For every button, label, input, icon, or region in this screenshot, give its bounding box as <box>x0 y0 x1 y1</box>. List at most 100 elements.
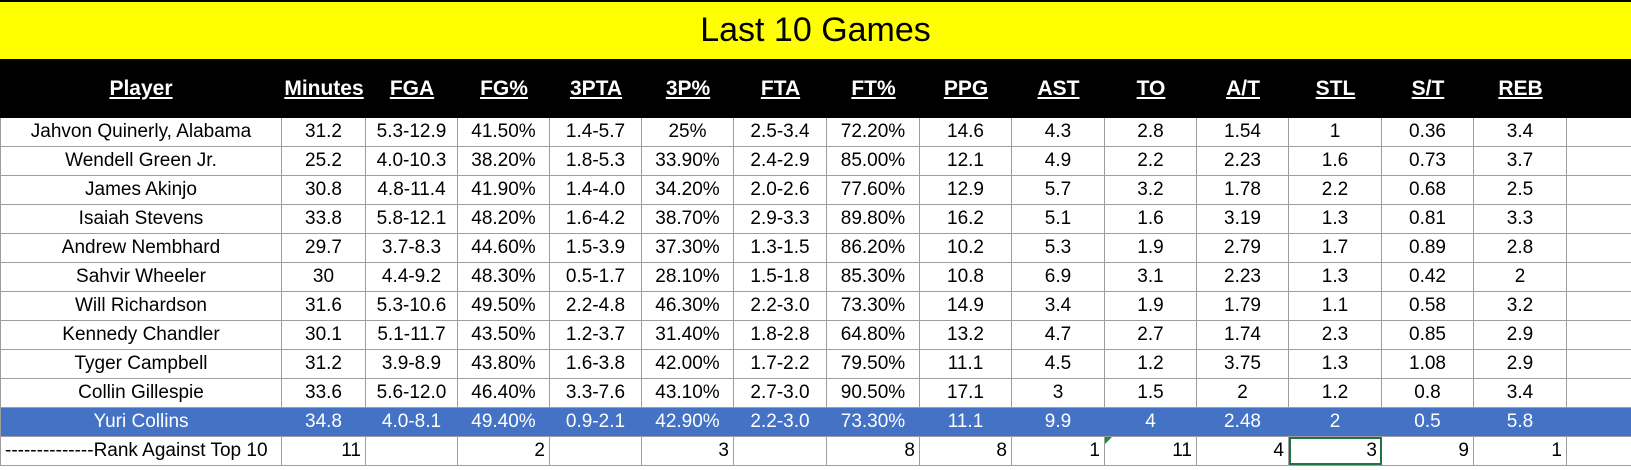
stat-cell[interactable]: 1.7 <box>1289 234 1382 262</box>
stat-cell[interactable]: 0.9-2.1 <box>550 408 642 436</box>
stat-cell[interactable]: 1.2 <box>1105 350 1197 378</box>
stat-cell[interactable]: 1.79 <box>1197 292 1289 320</box>
column-header-player[interactable]: Player <box>109 77 173 100</box>
rank-cell[interactable]: 1 <box>1474 437 1567 465</box>
stat-cell[interactable]: 46.30% <box>642 292 734 320</box>
stat-cell[interactable]: 48.30% <box>458 263 550 291</box>
stat-cell[interactable]: 1.4-5.7 <box>550 118 642 146</box>
stat-cell[interactable]: 2.8 <box>1105 118 1197 146</box>
stat-cell[interactable]: 33.90% <box>642 147 734 175</box>
stat-cell[interactable]: 38.70% <box>642 205 734 233</box>
stat-cell[interactable]: 0.73 <box>1382 147 1474 175</box>
stat-cell[interactable]: 3.19 <box>1197 205 1289 233</box>
column-header-3p-[interactable]: 3P% <box>665 77 711 100</box>
stat-cell[interactable]: 1.6 <box>1289 147 1382 175</box>
column-header-fg-[interactable]: FG% <box>480 77 528 100</box>
stat-cell[interactable]: 44.60% <box>458 234 550 262</box>
stat-cell[interactable]: 46.40% <box>458 379 550 407</box>
stat-cell[interactable]: 30 <box>282 263 366 291</box>
rank-cell[interactable]: 1 <box>1012 437 1105 465</box>
stat-cell[interactable]: 5.7 <box>1012 176 1105 204</box>
stat-cell[interactable]: 38.20% <box>458 147 550 175</box>
stat-cell[interactable]: 5.8-12.1 <box>366 205 458 233</box>
player-name-cell[interactable]: Wendell Green Jr. <box>0 147 282 175</box>
stat-cell[interactable]: 1.5-3.9 <box>550 234 642 262</box>
stat-cell[interactable]: 4.4-9.2 <box>366 263 458 291</box>
stat-cell[interactable]: 1.3 <box>1289 350 1382 378</box>
stat-cell[interactable]: 2.7 <box>1105 321 1197 349</box>
stat-cell[interactable]: 86.20% <box>827 234 920 262</box>
stat-cell[interactable]: 85.30% <box>827 263 920 291</box>
player-name-cell[interactable]: Isaiah Stevens <box>0 205 282 233</box>
stat-cell[interactable]: 0.68 <box>1382 176 1474 204</box>
stat-cell[interactable]: 1.7-2.2 <box>734 350 827 378</box>
stat-cell[interactable]: 1.6-3.8 <box>550 350 642 378</box>
stat-cell[interactable]: 3.2 <box>1105 176 1197 204</box>
stat-cell[interactable]: 1.54 <box>1197 118 1289 146</box>
stat-cell[interactable]: 3.3 <box>1474 205 1567 233</box>
stat-cell[interactable]: 5.1-11.7 <box>366 321 458 349</box>
stat-cell[interactable]: 5.8 <box>1474 408 1567 436</box>
stat-cell[interactable]: 2.23 <box>1197 263 1289 291</box>
rank-cell[interactable]: 11 <box>1105 437 1197 465</box>
stat-cell[interactable]: 2.79 <box>1197 234 1289 262</box>
stat-cell[interactable]: 37.30% <box>642 234 734 262</box>
column-header-s-t[interactable]: S/T <box>1411 77 1445 100</box>
column-header-3pta[interactable]: 3PTA <box>569 77 623 100</box>
stat-cell[interactable]: 2.0-2.6 <box>734 176 827 204</box>
stat-cell[interactable]: 5.3 <box>1012 234 1105 262</box>
stat-cell[interactable]: 2.9 <box>1474 350 1567 378</box>
player-name-cell[interactable]: Sahvir Wheeler <box>0 263 282 291</box>
stat-cell[interactable]: 2.5-3.4 <box>734 118 827 146</box>
stat-cell[interactable]: 12.1 <box>920 147 1012 175</box>
column-header-minutes[interactable]: Minutes <box>284 77 364 100</box>
stat-cell[interactable]: 2 <box>1474 263 1567 291</box>
stat-cell[interactable]: 2.48 <box>1197 408 1289 436</box>
stat-cell[interactable]: 43.80% <box>458 350 550 378</box>
stat-cell[interactable]: 0.42 <box>1382 263 1474 291</box>
stat-cell[interactable]: 2.4-2.9 <box>734 147 827 175</box>
column-header-to[interactable]: TO <box>1136 77 1166 100</box>
player-name-cell[interactable]: Yuri Collins <box>0 408 282 436</box>
stat-cell[interactable]: 2.9 <box>1474 321 1567 349</box>
stat-cell[interactable]: 42.00% <box>642 350 734 378</box>
rank-cell[interactable] <box>734 437 827 465</box>
stat-cell[interactable]: 1.3 <box>1289 263 1382 291</box>
stat-cell[interactable]: 10.2 <box>920 234 1012 262</box>
player-name-cell[interactable]: James Akinjo <box>0 176 282 204</box>
stat-cell[interactable]: 2.2-3.0 <box>734 408 827 436</box>
rank-cell[interactable]: 8 <box>920 437 1012 465</box>
stat-cell[interactable]: 4.0-8.1 <box>366 408 458 436</box>
stat-cell[interactable]: 33.6 <box>282 379 366 407</box>
stat-cell[interactable]: 43.50% <box>458 321 550 349</box>
rank-cell[interactable]: 2 <box>458 437 550 465</box>
stat-cell[interactable]: 3.4 <box>1474 118 1567 146</box>
column-header-a-t[interactable]: A/T <box>1226 77 1260 100</box>
player-name-cell[interactable]: Andrew Nembhard <box>0 234 282 262</box>
stat-cell[interactable]: 0.8 <box>1382 379 1474 407</box>
player-name-cell[interactable]: Tyger Campbell <box>0 350 282 378</box>
stat-cell[interactable]: 34.8 <box>282 408 366 436</box>
stat-cell[interactable]: 5.3-10.6 <box>366 292 458 320</box>
stat-cell[interactable]: 1.1 <box>1289 292 1382 320</box>
stat-cell[interactable]: 5.1 <box>1012 205 1105 233</box>
stat-cell[interactable]: 3.1 <box>1105 263 1197 291</box>
rank-cell[interactable]: 3 <box>1289 437 1382 465</box>
column-header-fta[interactable]: FTA <box>760 77 801 100</box>
player-name-cell[interactable]: Will Richardson <box>0 292 282 320</box>
stat-cell[interactable]: 0.85 <box>1382 321 1474 349</box>
stat-cell[interactable]: 0.36 <box>1382 118 1474 146</box>
stat-cell[interactable]: 1.8-5.3 <box>550 147 642 175</box>
stat-cell[interactable]: 2.9-3.3 <box>734 205 827 233</box>
stat-cell[interactable]: 41.50% <box>458 118 550 146</box>
stat-cell[interactable]: 1.3 <box>1289 205 1382 233</box>
stat-cell[interactable]: 3.3-7.6 <box>550 379 642 407</box>
rank-cell[interactable] <box>366 437 458 465</box>
stat-cell[interactable]: 1.4-4.0 <box>550 176 642 204</box>
stat-cell[interactable]: 3 <box>1012 379 1105 407</box>
stat-cell[interactable]: 12.9 <box>920 176 1012 204</box>
column-header-reb[interactable]: REB <box>1498 77 1543 100</box>
stat-cell[interactable]: 2.7-3.0 <box>734 379 827 407</box>
player-name-cell[interactable]: Kennedy Chandler <box>0 321 282 349</box>
stat-cell[interactable]: 1.5 <box>1105 379 1197 407</box>
